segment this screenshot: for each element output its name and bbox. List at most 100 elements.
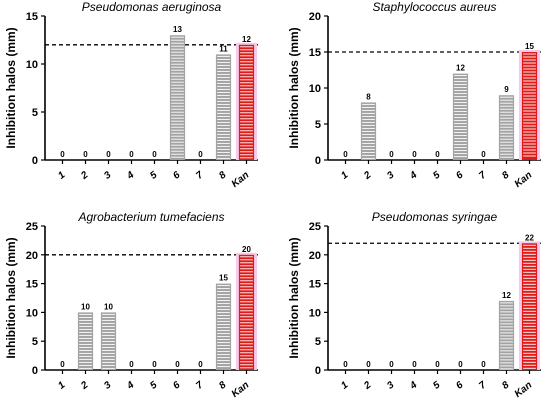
y-tick-label: 0: [32, 365, 38, 377]
data-label: 0: [412, 150, 417, 159]
data-label: 10: [81, 302, 90, 311]
x-tick-label: 5: [431, 379, 443, 391]
x-tick-label: 4: [124, 379, 136, 392]
x-tick-label: 8: [217, 379, 229, 391]
x-tick-label: Kan: [230, 380, 252, 400]
data-label: 0: [343, 360, 348, 369]
chart-title: Agrobacterium tumefaciens: [77, 210, 224, 224]
y-tick-label: 10: [309, 307, 321, 319]
data-label: 12: [502, 291, 511, 300]
x-tick-label: 3: [385, 379, 397, 391]
y-tick-label: 0: [315, 365, 321, 377]
x-tick-label: 1: [56, 379, 68, 391]
data-label: 0: [198, 150, 203, 159]
y-tick-label: 0: [315, 155, 321, 167]
chart-panel-4: Pseudomonas syringae Inhibition halos (mm…: [287, 210, 541, 400]
x-tick-label: 7: [194, 169, 206, 181]
x-tick-label: 4: [407, 169, 419, 182]
y-axis-label: Inhibition halos (mm): [287, 237, 301, 358]
bar-kan: [521, 52, 538, 160]
y-axis-label: Inhibition halos (mm): [4, 27, 18, 148]
chart-title: Pseudomonas syringae: [372, 210, 498, 224]
x-tick-label: 6: [454, 379, 466, 391]
x-tick-label: 3: [102, 379, 114, 391]
x-tick-label: 7: [477, 379, 489, 391]
x-tick-label: 3: [385, 169, 397, 181]
data-label: 0: [435, 360, 440, 369]
data-label: 0: [129, 150, 134, 159]
data-label: 12: [456, 64, 465, 73]
y-tick-label: 15: [309, 47, 321, 59]
data-label: 0: [481, 360, 486, 369]
data-label: 0: [175, 360, 180, 369]
data-label: 10: [104, 302, 113, 311]
y-tick-label: 20: [309, 11, 321, 23]
y-tick-label: 5: [315, 336, 321, 348]
chart-panel-3: Agrobacterium tumefaciens Inhibition halo…: [4, 210, 258, 400]
x-tick-label: 3: [102, 169, 114, 181]
y-tick-label: 20: [309, 250, 321, 262]
chart-panel-2: Staphylococcus aureus Inhibition halos (m…: [287, 0, 541, 190]
y-tick-label: 5: [32, 336, 38, 348]
data-label: 0: [60, 360, 65, 369]
x-tick-label: 6: [171, 169, 183, 181]
data-label: 0: [435, 150, 440, 159]
y-axis-label: Inhibition halos (mm): [4, 237, 18, 358]
data-label: 8: [366, 92, 371, 101]
y-tick-label: 15: [26, 11, 38, 23]
y-tick-label: 10: [26, 59, 38, 71]
data-label: 20: [242, 245, 251, 254]
data-label: 0: [412, 360, 417, 369]
y-tick-label: 5: [315, 119, 321, 131]
data-label: 0: [389, 360, 394, 369]
x-tick-label: 2: [78, 379, 90, 392]
x-tick-label: 2: [361, 169, 373, 182]
x-tick-label: 1: [339, 379, 351, 391]
data-label: 9: [504, 85, 509, 94]
y-tick-label: 20: [26, 250, 38, 262]
data-label: 12: [242, 35, 251, 44]
x-tick-label: 6: [454, 169, 466, 181]
x-tick-label: 2: [78, 169, 90, 182]
data-label: 0: [366, 360, 371, 369]
data-label: 0: [152, 150, 157, 159]
x-tick-label: 5: [148, 379, 160, 391]
x-tick-label: 5: [148, 169, 160, 181]
data-label: 0: [389, 150, 394, 159]
x-tick-label: 8: [217, 169, 229, 181]
data-label: 13: [173, 25, 182, 34]
bar-kan: [521, 243, 538, 370]
bar-6: [452, 73, 469, 160]
chart-title: Staphylococcus aureus: [372, 0, 496, 14]
y-tick-label: 15: [309, 279, 321, 291]
x-tick-label: Kan: [513, 170, 535, 190]
y-tick-label: 10: [309, 83, 321, 95]
x-tick-label: 4: [124, 169, 136, 182]
chart-title: Pseudomonas aeruginosa: [82, 0, 222, 14]
data-label: 11: [219, 44, 228, 53]
data-label: 0: [343, 150, 348, 159]
data-label: 0: [106, 150, 111, 159]
x-tick-label: 1: [56, 169, 68, 181]
data-label: 15: [525, 42, 534, 51]
x-tick-label: 7: [477, 169, 489, 181]
x-tick-label: Kan: [513, 380, 535, 400]
data-label: 0: [481, 150, 486, 159]
data-label: 0: [83, 150, 88, 159]
y-tick-label: 25: [309, 221, 321, 233]
x-tick-label: 1: [339, 169, 351, 181]
x-tick-label: 5: [431, 169, 443, 181]
y-tick-label: 15: [26, 279, 38, 291]
y-tick-label: 0: [32, 155, 38, 167]
data-label: 0: [152, 360, 157, 369]
data-label: 0: [129, 360, 134, 369]
x-tick-label: 2: [361, 379, 373, 392]
x-tick-label: 6: [171, 379, 183, 391]
x-tick-label: 7: [194, 379, 206, 391]
data-label: 15: [219, 274, 228, 283]
x-tick-label: 8: [500, 169, 512, 181]
x-tick-label: 4: [407, 379, 419, 392]
data-label: 0: [60, 150, 65, 159]
y-axis-label: Inhibition halos (mm): [287, 27, 301, 148]
